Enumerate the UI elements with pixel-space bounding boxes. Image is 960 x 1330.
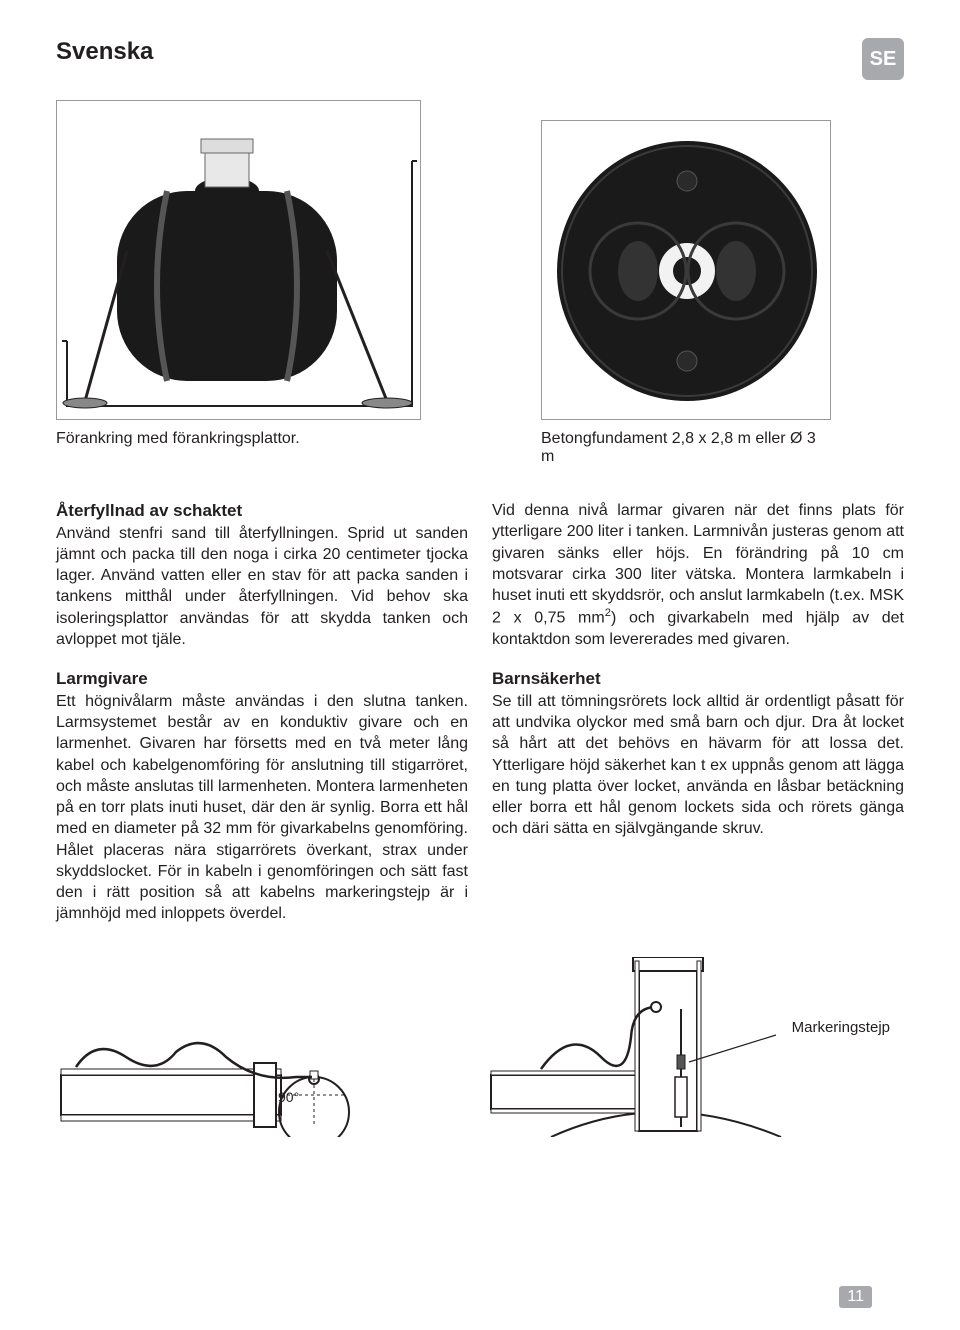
section-title-backfill: Återfyllnad av schaktet xyxy=(56,501,242,520)
caption-figure-2: Betongfundament 2,8 x 2,8 m eller Ø 3 m xyxy=(541,430,831,466)
section-title-alarm: Larmgivare xyxy=(56,669,148,688)
language-badge: SE xyxy=(862,38,904,80)
column-left: Återfyllnad av schaktet Använd stenfri s… xyxy=(56,500,468,943)
figure-riser-marking: Markeringstejp xyxy=(481,957,896,1137)
marking-tape-label: Markeringstejp xyxy=(792,1019,890,1036)
page-header: Svenska SE xyxy=(56,38,904,80)
figure-row xyxy=(56,100,904,420)
page-title: Svenska xyxy=(56,38,153,66)
section-title-childsafety: Barnsäkerhet xyxy=(492,669,601,688)
caption-row: Förankring med förankringsplattor. Beton… xyxy=(56,430,904,466)
alarm-continuation: Vid denna nivå larmar givaren när det fi… xyxy=(492,500,904,650)
page-number: 11 xyxy=(839,1286,872,1308)
figure-cable-entry: 90° xyxy=(56,1027,441,1137)
figure-tank-sideview xyxy=(56,100,421,420)
column-right: Vid denna nivå larmar givaren när det fi… xyxy=(492,500,904,943)
caption-figure-1: Förankring med förankringsplattor. xyxy=(56,430,421,466)
section-body-childsafety: Se till att tömningsrörets lock alltid ä… xyxy=(492,693,904,838)
section-body-alarm: Ett högnivålarm måste användas i den slu… xyxy=(56,693,468,923)
angle-label: 90° xyxy=(278,1089,299,1105)
body-text-columns: Återfyllnad av schaktet Använd stenfri s… xyxy=(56,500,904,943)
section-body-backfill: Använd stenfri sand till återfyllningen.… xyxy=(56,525,468,648)
figure-tank-topview xyxy=(541,120,831,420)
bottom-figure-row: 90° xyxy=(56,957,904,1137)
